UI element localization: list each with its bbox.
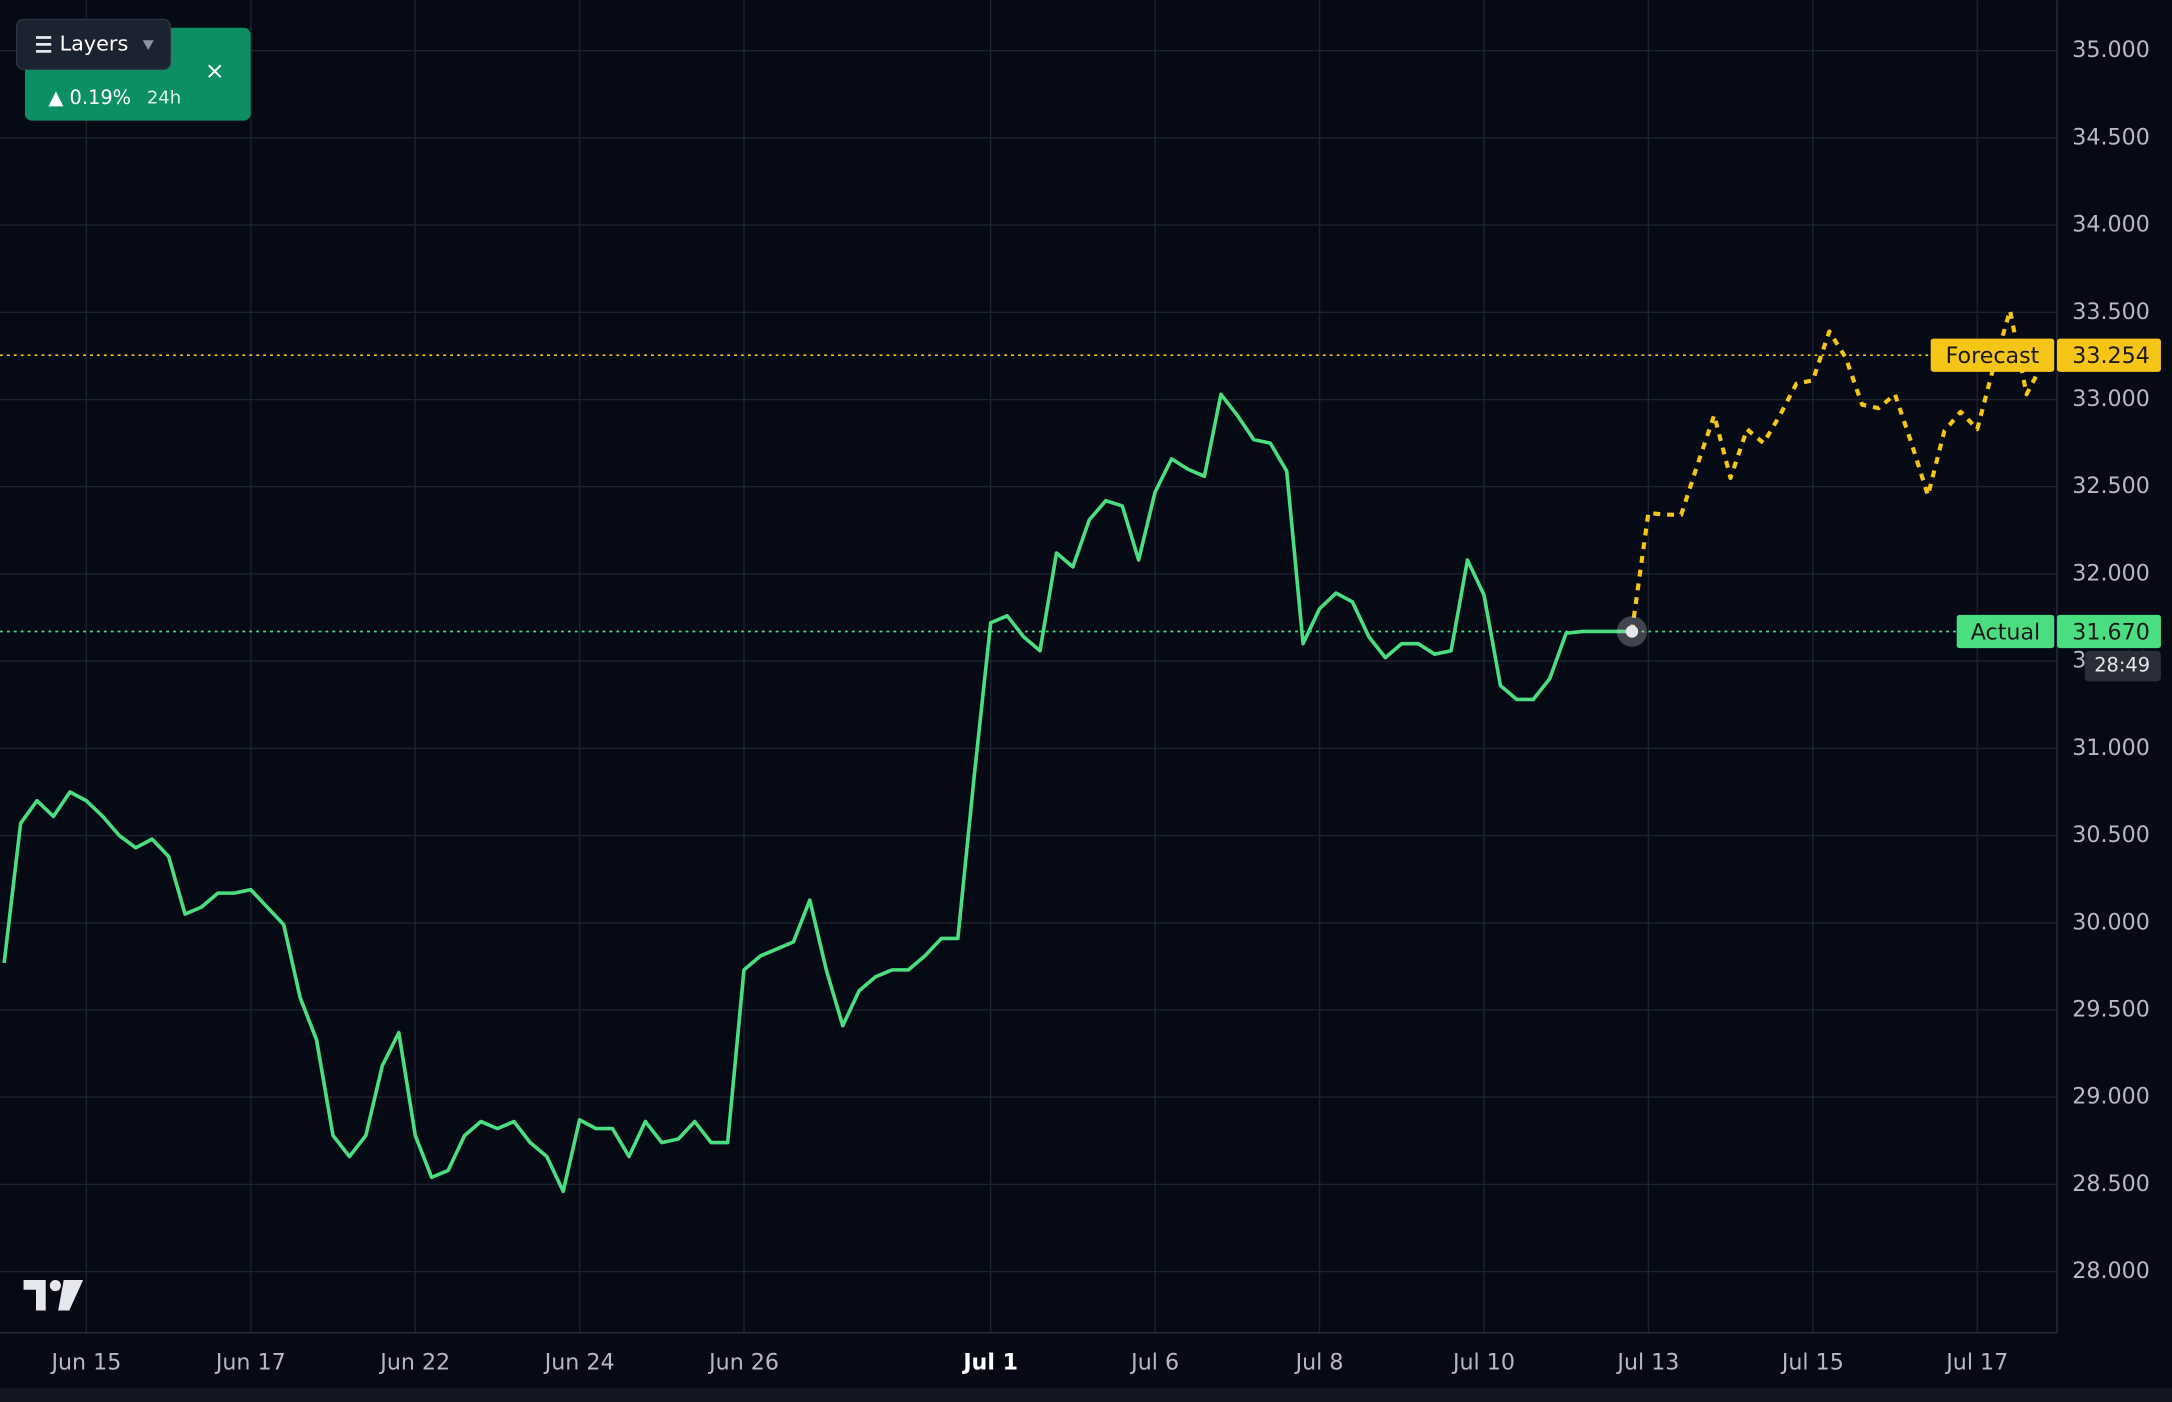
- y-tick-label: 35.000: [2072, 37, 2150, 63]
- layers-label: Layers: [60, 31, 129, 55]
- x-tick-label: Jul 17: [1944, 1350, 2008, 1376]
- y-tick-label: 30.500: [2072, 822, 2150, 848]
- price-tag-label: 31.670: [2072, 619, 2150, 645]
- series-line: [2, 392, 1632, 1194]
- countdown: 28:49: [2094, 654, 2150, 677]
- logo-part: [49, 1280, 61, 1292]
- current-point: [1625, 625, 1639, 638]
- x-tick-label: Jul 1: [961, 1350, 1018, 1376]
- y-tick-label: 32.500: [2072, 473, 2150, 499]
- layers-box: [15, 18, 172, 71]
- y-tick-label: 28.000: [2072, 1258, 2150, 1284]
- tag-name: Actual: [1971, 619, 2040, 645]
- tag-box: [1930, 338, 2055, 372]
- y-tick-label: 30.000: [2072, 909, 2150, 935]
- layers-button[interactable]: Layers: [15, 18, 172, 71]
- x-tick-label: Jun 17: [214, 1350, 286, 1376]
- change-text: ▲ 0.19%: [48, 86, 131, 109]
- logo-part: [58, 1280, 84, 1311]
- plot: [0, 308, 2058, 1194]
- x-tick-label: Jul 13: [1615, 1350, 1679, 1376]
- y-tick-label: 31.000: [2072, 735, 2150, 761]
- grid: [0, 0, 2058, 1333]
- y-tick-label: 29.000: [2072, 1084, 2150, 1110]
- price-tag-label: 33.254: [2072, 343, 2150, 369]
- y-tick-label: 33.500: [2072, 299, 2150, 325]
- dropdown-icon: [142, 40, 154, 50]
- menu-icon: [36, 36, 52, 53]
- y-tick-label: 34.500: [2072, 124, 2150, 150]
- price-tag: [2057, 614, 2161, 649]
- x-tick-label: Jul 6: [1129, 1350, 1179, 1376]
- bottom-strip: [0, 1388, 2172, 1402]
- tv-logo: [23, 1280, 84, 1311]
- x-tick-label: Jun 24: [543, 1350, 615, 1376]
- x-tick-label: Jun 22: [378, 1350, 450, 1376]
- y-tick-label: 33.000: [2072, 386, 2150, 412]
- y-tick-label: 32.000: [2072, 560, 2150, 586]
- x-tick-label: Jul 8: [1294, 1350, 1344, 1376]
- price-tag: [2057, 338, 2161, 372]
- x-tick-label: Jul 10: [1451, 1350, 1515, 1376]
- x-tick-label: Jul 15: [1780, 1350, 1844, 1376]
- tag-name: Forecast: [1946, 343, 2040, 369]
- series-line: [1629, 308, 2045, 632]
- countdown-box: [2084, 650, 2161, 682]
- tag-box: [1956, 614, 2055, 649]
- close-button[interactable]: ×: [205, 57, 225, 85]
- y-tick-label: 34.000: [2072, 212, 2150, 238]
- period-text: 24h: [147, 87, 181, 108]
- logo-part: [23, 1280, 46, 1311]
- y-tick-label: 29.500: [2072, 996, 2150, 1022]
- x-tick-label: Jun 15: [49, 1350, 121, 1376]
- x-tick-label: Jun 26: [707, 1350, 779, 1376]
- y-tick-label: 28.500: [2072, 1171, 2150, 1197]
